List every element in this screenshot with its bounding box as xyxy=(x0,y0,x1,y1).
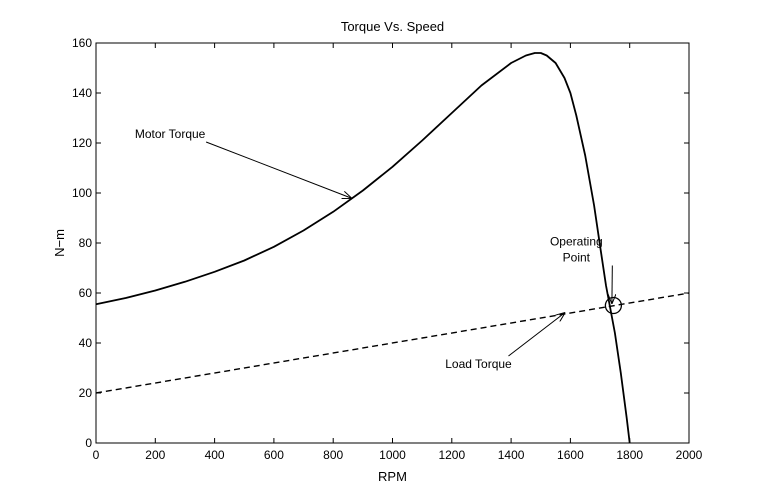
y-tick-label: 140 xyxy=(72,86,92,100)
operating-point-marker xyxy=(604,296,623,315)
x-tick-label: 1600 xyxy=(557,448,584,462)
series-layer xyxy=(95,52,690,444)
x-tick-label: 1400 xyxy=(498,448,525,462)
y-tick-label: 160 xyxy=(72,36,92,50)
y-tick-label: 100 xyxy=(72,186,92,200)
y-tick-label: 60 xyxy=(79,286,93,300)
x-tick-label: 800 xyxy=(323,448,343,462)
y-axis-title: N−m xyxy=(52,229,67,257)
load-torque-line xyxy=(95,292,690,394)
axes: 0 200 400 600 800 1000 1200 1400 1600 1800 2000 0 20… xyxy=(72,36,703,462)
x-axis-title: RPM xyxy=(378,469,407,484)
annotation-label: Motor Torque xyxy=(135,127,206,141)
x-tick-label: 1200 xyxy=(438,448,465,462)
x-tick-label: 2000 xyxy=(676,448,703,462)
annotation-label: Load Torque xyxy=(445,357,512,371)
x-tick-label: 400 xyxy=(205,448,225,462)
y-tick-label: 20 xyxy=(79,386,93,400)
annotation-arrow xyxy=(205,141,351,198)
y-tick-label: 120 xyxy=(72,136,92,150)
annotation-label: Operating Point xyxy=(550,235,603,265)
x-tick-label: 1000 xyxy=(379,448,406,462)
x-tick-label: 1800 xyxy=(616,448,643,462)
annotation-arrow xyxy=(508,313,564,357)
chart-title: Torque Vs. Speed xyxy=(341,19,444,34)
annotations-layer: Motor Torque Operating Point Load Torque xyxy=(135,127,623,371)
y-tick-label: 40 xyxy=(79,336,93,350)
x-tick-label: 0 xyxy=(93,448,100,462)
x-tick-label: 200 xyxy=(145,448,165,462)
y-tick-label: 80 xyxy=(79,236,93,250)
x-tick-label: 600 xyxy=(264,448,284,462)
y-tick-label: 0 xyxy=(85,436,92,450)
motor-torque-line xyxy=(95,52,631,444)
